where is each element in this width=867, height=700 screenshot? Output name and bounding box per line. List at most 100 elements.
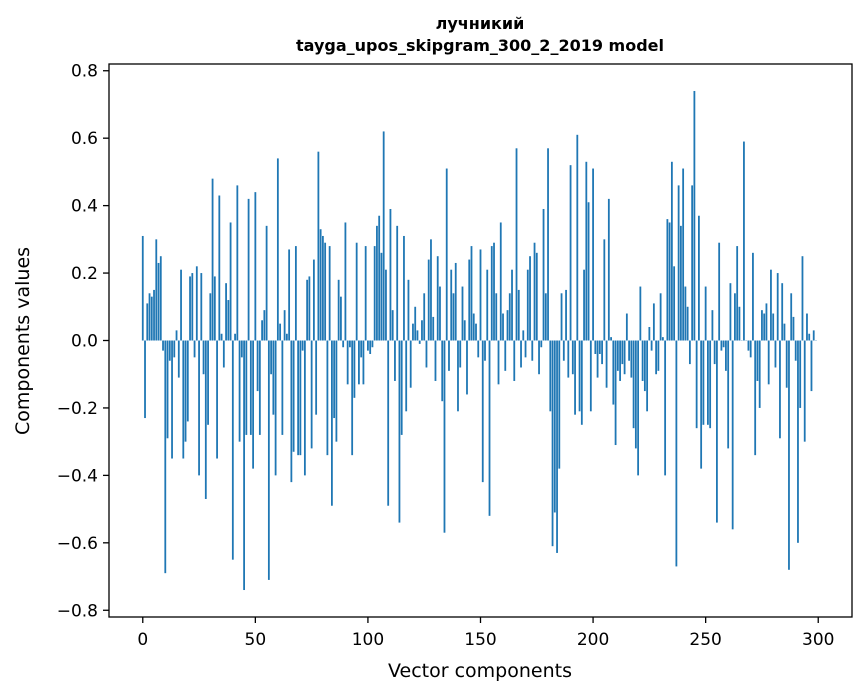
bar-component-91 — [347, 341, 349, 385]
bar-component-204 — [601, 341, 603, 365]
x-tick-label: 150 — [464, 630, 496, 650]
bar-component-165 — [513, 341, 515, 381]
y-tick-label: 0.2 — [71, 264, 98, 284]
bar-component-273 — [757, 341, 759, 381]
bar-component-162 — [507, 310, 509, 340]
bar-component-254 — [714, 341, 716, 365]
bar-component-171 — [527, 270, 529, 341]
bar-component-240 — [682, 169, 684, 341]
bar-component-289 — [793, 317, 795, 341]
bar-component-140 — [457, 341, 459, 412]
bar-component-110 — [390, 209, 392, 341]
bar-component-182 — [552, 341, 554, 547]
bar-component-230 — [660, 293, 662, 340]
bar-component-267 — [743, 142, 745, 341]
bar-component-122 — [417, 330, 419, 340]
bar-component-82 — [327, 341, 329, 456]
bar-component-101 — [369, 341, 371, 354]
bar-component-260 — [727, 341, 729, 449]
bar-component-203 — [599, 341, 601, 354]
bar-component-132 — [439, 287, 441, 341]
bar-component-38 — [227, 300, 229, 340]
bar-component-227 — [653, 303, 655, 340]
bar-component-169 — [522, 330, 524, 340]
bar-component-86 — [336, 341, 338, 442]
bar-component-133 — [441, 341, 443, 402]
bar-component-41 — [234, 334, 236, 341]
bar-component-120 — [412, 324, 414, 341]
bar-component-63 — [284, 310, 286, 340]
x-tick-label: 250 — [689, 630, 721, 650]
bar-component-159 — [500, 222, 502, 340]
bar-component-167 — [518, 290, 520, 341]
bar-component-231 — [662, 337, 664, 340]
bar-component-279 — [770, 270, 772, 341]
bar-component-255 — [716, 341, 718, 523]
bar-component-141 — [459, 341, 461, 368]
y-tick-label: 0.6 — [71, 129, 98, 149]
bar-component-23 — [194, 341, 196, 358]
bar-component-73 — [306, 280, 308, 341]
bar-component-190 — [570, 165, 572, 340]
bar-component-52 — [259, 341, 261, 435]
bar-component-153 — [486, 270, 488, 341]
bar-component-242 — [687, 307, 689, 341]
bar-component-124 — [421, 320, 423, 340]
bar-component-21 — [189, 276, 191, 340]
bar-component-19 — [185, 341, 187, 442]
bar-component-15 — [176, 330, 178, 340]
bar-component-179 — [545, 293, 547, 340]
bar-component-269 — [748, 341, 750, 351]
bar-component-219 — [635, 341, 637, 449]
bar-component-152 — [484, 341, 486, 361]
bar-component-53 — [261, 320, 263, 340]
bar-component-10 — [164, 341, 166, 574]
bar-component-112 — [394, 341, 396, 381]
bar-component-126 — [426, 341, 428, 368]
bar-component-97 — [360, 341, 362, 358]
bar-component-294 — [804, 341, 806, 442]
bar-component-208 — [610, 337, 612, 340]
bar-component-261 — [730, 283, 732, 340]
bar-component-282 — [777, 273, 779, 340]
bar-component-236 — [673, 266, 675, 340]
y-tick-label: −0.2 — [57, 399, 98, 419]
bar-component-109 — [387, 341, 389, 506]
bar-component-49 — [252, 341, 254, 469]
bar-component-55 — [266, 226, 268, 341]
bar-component-229 — [657, 341, 659, 371]
bar-component-74 — [308, 276, 310, 340]
bar-component-87 — [338, 280, 340, 341]
bar-component-263 — [734, 293, 736, 340]
bar-component-211 — [617, 341, 619, 371]
bar-component-183 — [554, 341, 556, 513]
bar-component-113 — [396, 226, 398, 341]
bar-component-213 — [621, 341, 623, 365]
bar-component-39 — [230, 222, 232, 340]
y-axis-label: Components values — [12, 247, 34, 435]
bar-component-125 — [423, 293, 425, 340]
x-tick-label: 200 — [577, 630, 609, 650]
bar-component-24 — [196, 266, 198, 340]
bar-component-235 — [671, 162, 673, 341]
bar-component-79 — [320, 229, 322, 340]
bar-component-239 — [680, 226, 682, 341]
bar-component-251 — [707, 341, 709, 425]
bar-component-214 — [624, 341, 626, 375]
bar-component-114 — [399, 341, 401, 523]
bar-component-253 — [712, 310, 714, 340]
bar-component-130 — [435, 341, 437, 381]
x-tick-label: 100 — [352, 630, 384, 650]
bar-component-248 — [700, 341, 702, 469]
bar-component-11 — [167, 341, 169, 439]
bar-component-217 — [630, 341, 632, 378]
bar-component-157 — [495, 293, 497, 340]
bar-component-226 — [651, 341, 653, 351]
bar-component-154 — [489, 341, 491, 516]
bar-component-78 — [317, 152, 319, 341]
bar-component-274 — [759, 341, 761, 408]
bar-component-45 — [243, 341, 245, 591]
bar-component-134 — [444, 341, 446, 533]
bar-component-34 — [218, 196, 220, 341]
